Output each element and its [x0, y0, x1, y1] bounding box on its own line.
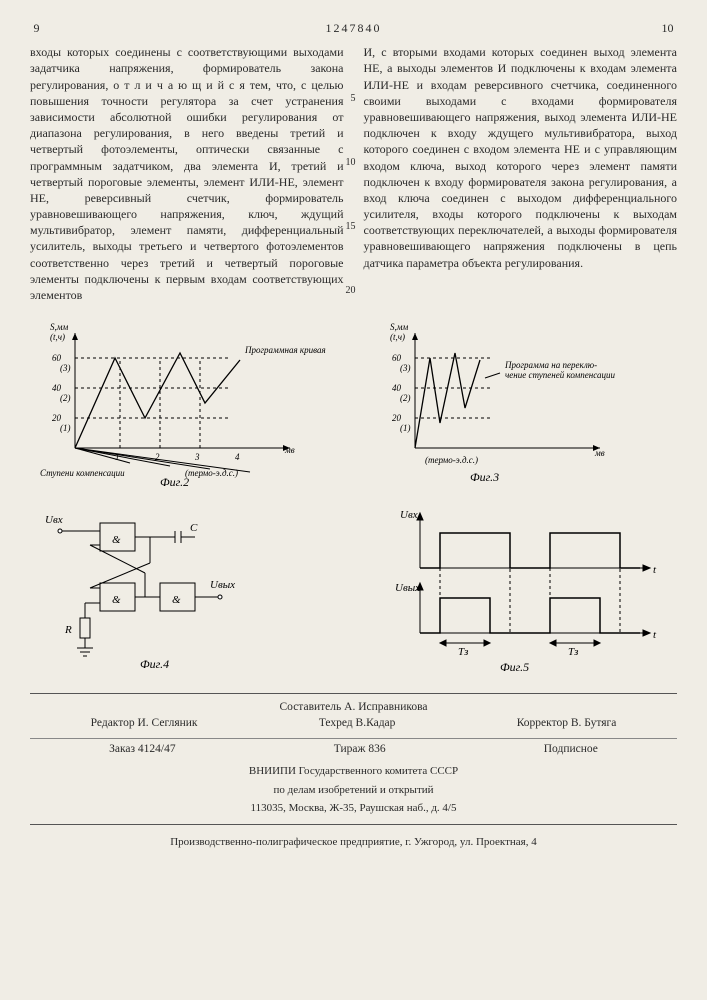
body-text-right: И, с вторыми входами которых соединен вы…: [364, 45, 678, 269]
svg-text:(t,ч): (t,ч): [50, 332, 65, 342]
svg-text:t: t: [653, 564, 657, 576]
svg-text:C: C: [190, 522, 198, 534]
subscription: Подписное: [544, 742, 598, 758]
bottom-imprint: Производственно-полиграфическое предприя…: [30, 835, 677, 850]
order-row: Заказ 4124/47 Тираж 836 Подписное: [30, 742, 677, 762]
line-marker: 20: [346, 284, 356, 298]
svg-text:1: 1: [115, 452, 120, 462]
svg-text:Тз: Тз: [568, 646, 578, 658]
svg-text:(3): (3): [60, 363, 71, 373]
svg-text:Uвх: Uвх: [400, 509, 418, 521]
svg-text:40: 40: [392, 383, 402, 393]
svg-text:4: 4: [235, 452, 240, 462]
svg-text:мв: мв: [594, 448, 605, 458]
svg-text:Фиг.4: Фиг.4: [140, 657, 169, 671]
svg-text:&: &: [172, 594, 181, 606]
svg-text:Фиг.3: Фиг.3: [470, 470, 499, 484]
figure-4: & & & Uвх: [30, 503, 350, 673]
footer-block: Составитель А. Исправникова Редактор И. …: [30, 693, 677, 825]
page-num-right: 10: [479, 20, 673, 36]
composer-line: Составитель А. Исправникова: [30, 700, 677, 716]
svg-text:Uвх: Uвх: [45, 514, 63, 526]
svg-text:Программная кривая: Программная кривая: [244, 345, 326, 355]
svg-text:Программа на переклю-: Программа на переклю- чение ступеней ком…: [504, 360, 615, 380]
svg-text:40: 40: [52, 383, 62, 393]
svg-text:(2): (2): [400, 393, 411, 403]
editor: Редактор И. Сегляник: [91, 716, 198, 732]
figure-5: Uвх t Uвых t: [370, 503, 690, 673]
svg-text:Uвых: Uвых: [395, 582, 420, 594]
page-header: 9 1247840 10: [30, 20, 677, 36]
svg-text:Фиг.5: Фиг.5: [500, 660, 529, 673]
svg-text:&: &: [112, 534, 121, 546]
svg-text:2: 2: [155, 452, 160, 462]
svg-text:(t,ч): (t,ч): [390, 332, 405, 342]
line-marker: 10: [346, 156, 356, 170]
svg-text:мв: мв: [284, 445, 295, 455]
tirage: Тираж 836: [334, 742, 386, 758]
text-columns: входы которых соединены с соответствующи…: [30, 44, 677, 303]
figures-row-1: S,мм (t,ч) 60(3) 40(2) 20(1) 12 34 мв Пр…: [30, 318, 677, 488]
left-column: входы которых соединены с соответствующи…: [30, 44, 344, 303]
svg-text:S,мм: S,мм: [390, 322, 408, 332]
svg-text:Ступени компенсации: Ступени компенсации: [40, 468, 125, 478]
svg-text:Uвых: Uвых: [210, 579, 235, 591]
svg-text:(2): (2): [60, 393, 71, 403]
line-marker: 5: [351, 92, 356, 106]
right-column: И, с вторыми входами которых соединен вы…: [364, 44, 678, 303]
svg-text:(3): (3): [400, 363, 411, 373]
svg-text:S,мм: S,мм: [50, 322, 68, 332]
svg-text:&: &: [112, 594, 121, 606]
credits-row: Редактор И. Сегляник Техред В.Кадар Корр…: [30, 716, 677, 736]
svg-text:60: 60: [52, 353, 62, 363]
address: 113035, Москва, Ж-35, Раушская наб., д. …: [30, 799, 677, 818]
svg-text:t: t: [653, 629, 657, 641]
svg-text:20: 20: [392, 413, 402, 423]
svg-text:Фиг.2: Фиг.2: [160, 475, 189, 488]
page-num-left: 9: [33, 20, 227, 36]
svg-text:(термо-э.д.с.): (термо-э.д.с.): [425, 455, 478, 465]
document-number: 1247840: [231, 20, 477, 36]
svg-text:60: 60: [392, 353, 402, 363]
line-marker: 15: [346, 220, 356, 234]
figure-2: S,мм (t,ч) 60(3) 40(2) 20(1) 1 2 3 4 мв Пр…: [30, 318, 350, 488]
figures-row-2: & & & Uвх: [30, 503, 677, 673]
corrector: Корректор В. Бутяга: [517, 716, 617, 732]
svg-text:(термо-э.д.с.): (термо-э.д.с.): [185, 468, 238, 478]
org-line-2: по делам изобретений и открытий: [30, 781, 677, 800]
org-line-1: ВНИИПИ Государственного комитета СССР: [30, 762, 677, 781]
svg-text:20: 20: [52, 413, 62, 423]
svg-text:(1): (1): [60, 423, 71, 433]
svg-text:R: R: [64, 624, 72, 636]
svg-text:(1): (1): [400, 423, 411, 433]
figure-3: S,мм (t,ч) 60(3) 40(2) 20(1) мв Программ…: [370, 318, 690, 488]
techred: Техред В.Кадар: [319, 716, 396, 732]
order-number: Заказ 4124/47: [109, 742, 176, 758]
svg-text:Тз: Тз: [458, 646, 468, 658]
svg-text:3: 3: [194, 452, 200, 462]
body-text-left: входы которых соединены с соответствующи…: [30, 45, 344, 302]
